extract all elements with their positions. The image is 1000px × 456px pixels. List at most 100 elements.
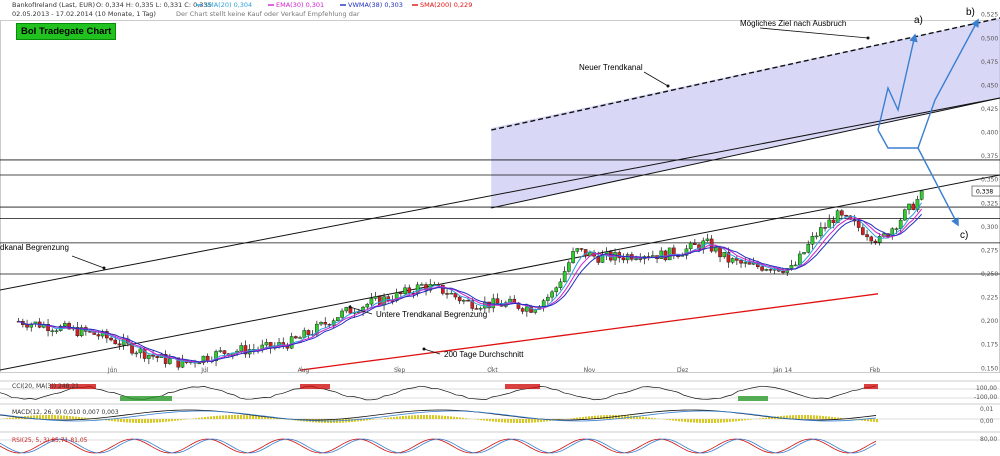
- annotation-neuer-trendkanal: Neuer Trendkanal: [579, 63, 643, 72]
- macd-histogram-bar: [696, 419, 698, 423]
- macd-histogram-bar: [600, 415, 602, 419]
- macd-histogram-bar: [762, 417, 764, 419]
- candle-up: [197, 362, 202, 365]
- macd-histogram-bar: [795, 415, 797, 419]
- candle-up: [827, 219, 832, 228]
- legend-item: SMA(200) 0,229: [420, 1, 472, 9]
- macd-histogram-bar: [525, 419, 527, 423]
- candle-up: [336, 317, 340, 321]
- rsi-signal-line: [0, 438, 877, 454]
- macd-histogram-bar: [165, 419, 167, 422]
- y-axis-label: 0,425: [981, 106, 998, 113]
- macd-histogram-bar: [237, 415, 239, 419]
- macd-histogram-bar: [516, 419, 518, 423]
- macd-histogram-bar: [429, 415, 431, 419]
- macd-histogram-bar: [801, 415, 803, 419]
- candle-up: [903, 209, 907, 221]
- candle-down: [46, 324, 50, 332]
- macd-histogram-bar: [624, 415, 626, 419]
- macd-histogram-bar: [462, 417, 464, 419]
- macd-histogram-bar: [108, 419, 110, 421]
- macd-histogram-bar: [639, 416, 641, 419]
- macd-histogram-bar: [492, 419, 494, 422]
- y-axis-label: 0,400: [981, 130, 998, 137]
- indicator-legend: SMA(20) 0,304 EMA(30) 0,301 VWMA(38) 0,303…: [196, 1, 472, 9]
- new-channel-bottom-line: [491, 97, 1000, 209]
- macd-histogram-bar: [198, 417, 200, 419]
- macd-histogram-bar: [735, 419, 737, 422]
- macd-histogram-bar: [231, 415, 233, 419]
- candle-down: [693, 242, 697, 245]
- candle-down: [911, 203, 916, 210]
- macd-histogram-bar: [876, 419, 878, 423]
- macd-histogram-bar: [825, 416, 827, 419]
- candle-up: [907, 203, 911, 210]
- macd-histogram-bar: [276, 418, 278, 419]
- annotation-untere-begrenzung: Untere Trendkanal Begrenzung: [376, 310, 487, 319]
- macd-histogram-bar: [618, 415, 620, 419]
- macd-histogram-bar: [723, 419, 725, 423]
- macd-histogram-bar: [174, 419, 176, 421]
- macd-histogram-bar: [729, 419, 731, 422]
- macd-histogram-bar: [408, 415, 410, 419]
- candle-up: [432, 284, 437, 286]
- macd-histogram-bar: [771, 416, 773, 419]
- macd-histogram-bar: [654, 418, 656, 419]
- macd-histogram-bar: [690, 419, 692, 423]
- candle-up: [714, 247, 718, 252]
- macd-histogram-bar: [561, 419, 563, 420]
- candle-down: [155, 356, 160, 358]
- macd-histogram-bar: [687, 419, 689, 423]
- candle-down: [163, 354, 168, 364]
- macd-histogram-bar: [504, 419, 506, 423]
- main-panel: Jun Jul Aug Sep Okt Nov Dez Jan 14 Feb 0,525 0,500…: [0, 12, 1000, 374]
- candle-down: [579, 248, 584, 250]
- chart-title-badge: BoI Tradegate Chart: [16, 23, 117, 40]
- macd-signal-line: [0, 410, 877, 422]
- sma200-line: [299, 293, 879, 371]
- macd-histogram-bar: [855, 419, 857, 420]
- candle-down: [457, 296, 462, 302]
- macd-histogram-bar: [615, 415, 617, 419]
- macd-histogram-bar: [786, 415, 788, 419]
- macd-histogram-bar: [123, 419, 125, 423]
- macd-histogram-bar: [258, 416, 260, 419]
- candle-up: [319, 322, 323, 325]
- y-axis-label: 0,150: [981, 365, 998, 372]
- macd-histogram-bar: [12, 417, 14, 419]
- macd-histogram-bar: [693, 419, 695, 423]
- candle-down: [75, 327, 80, 337]
- macd-histogram-bar: [459, 417, 461, 419]
- candle-up: [214, 351, 218, 362]
- candle-up: [344, 307, 349, 312]
- macd-histogram-bar: [264, 416, 266, 419]
- candle-up: [562, 271, 567, 283]
- macd-histogram-bar: [357, 419, 359, 422]
- y-axis-label: 0,275: [981, 247, 998, 254]
- candle-up: [575, 248, 580, 252]
- pointer-untere-begrenzung: [349, 306, 373, 315]
- candle-down: [92, 331, 97, 335]
- macd-histogram-bar: [483, 419, 485, 421]
- candle-up: [634, 258, 638, 260]
- macd-histogram-bar: [141, 419, 143, 423]
- macd-histogram-bar: [69, 416, 71, 419]
- macd-histogram-bar: [129, 419, 131, 423]
- macd-label: MACD(12, 26, 9) 0,010 0,007 0,003: [12, 409, 119, 416]
- date-range-label: 02.05.2013 - 17.02.2014 (10 Monate, 1 Ta…: [12, 10, 156, 18]
- candle-up: [898, 219, 903, 229]
- candle-up: [79, 327, 84, 337]
- candle-up: [894, 228, 899, 230]
- macd-histogram-bar: [528, 419, 530, 423]
- macd-histogram-bar: [75, 416, 77, 419]
- cci-fill: [50, 384, 96, 389]
- x-axis-label: Dez: [677, 367, 688, 374]
- candle-down: [768, 269, 773, 271]
- macd-histogram-bar: [255, 415, 257, 419]
- macd-histogram-bar: [783, 415, 785, 419]
- candle-down: [294, 336, 298, 339]
- candle-down: [306, 330, 311, 335]
- macd-histogram-bar: [711, 419, 713, 423]
- candle-up: [365, 303, 370, 308]
- macd-histogram-bar: [648, 417, 650, 419]
